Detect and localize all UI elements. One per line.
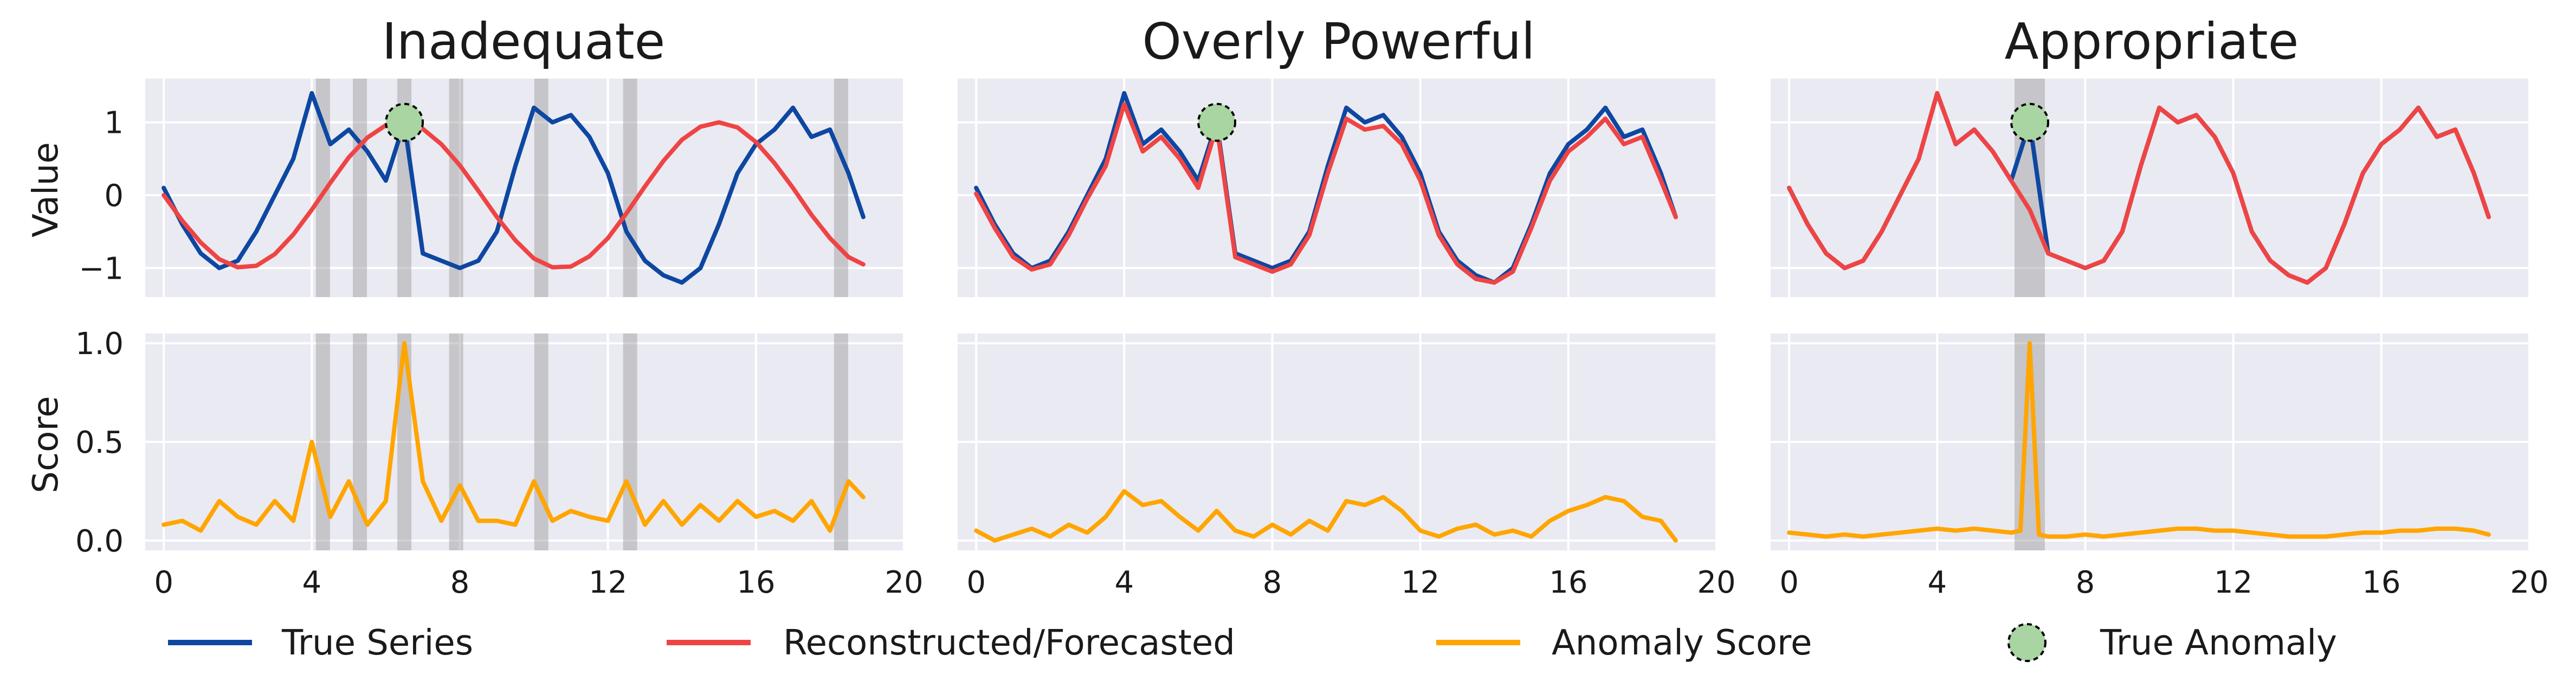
legend-true-anomaly-label: True Anomaly: [2100, 623, 2337, 663]
anomaly-window-shade: [534, 333, 548, 550]
true-anomaly-marker: [385, 102, 424, 142]
x-tick-label: 4: [302, 565, 321, 600]
panel-1-bottom: 0 4 8 12 16 20: [958, 333, 1736, 600]
y-tick-label: 0: [104, 178, 124, 214]
y-tick-label: 0.0: [75, 524, 124, 559]
anomaly-window-shade: [353, 79, 367, 297]
anomaly-score-line: [162, 341, 866, 533]
panel-2-top: [1771, 79, 2530, 297]
y-tick-label: 1.0: [75, 326, 124, 362]
anomaly-window-shade: [449, 333, 463, 550]
anomaly-window-shade: [449, 79, 463, 297]
panel-title-inadequate: Inadequate: [382, 12, 666, 70]
panel-1-top: [958, 79, 1718, 297]
x-tick-label: 8: [2076, 565, 2095, 600]
x-tick-label: 4: [1114, 565, 1134, 600]
x-tick-label: 16: [1549, 565, 1587, 600]
reconstructed-line: [974, 102, 1678, 285]
panel-background: [1771, 79, 2529, 297]
ylabel-score: Score: [26, 396, 66, 493]
x-tick-label: 16: [2362, 565, 2400, 600]
y-tick-label: −1: [79, 251, 124, 286]
legend-true-series-label: True Series: [281, 623, 473, 663]
panel-title-appropriate: Appropriate: [2005, 12, 2299, 70]
axes-layer: −1 0 1 0.0 0.5 1.0 0 4 8 12 16 20 0 4 8 12 16 20 0 4 8 12 16 20: [75, 79, 2549, 600]
x-tick-label: 16: [737, 565, 775, 600]
anomaly-window-shade: [834, 79, 848, 297]
true-anomaly-marker: [1197, 102, 1237, 142]
reconstructed-line: [162, 120, 866, 269]
anomaly-score-line: [1787, 341, 2491, 539]
true-series-line: [974, 91, 1678, 285]
panel-background: [145, 79, 904, 297]
legend: True Series Reconstructed/Forecasted Ano…: [168, 623, 2337, 663]
x-tick-label: 4: [1927, 565, 1947, 600]
panel-2-bottom: 0 4 8 12 16 20: [1771, 333, 2549, 600]
panel-0-top: −1 0 1: [79, 79, 905, 297]
anomaly-window-shade: [623, 333, 637, 550]
x-tick-label: 20: [885, 565, 923, 600]
x-tick-label: 12: [589, 565, 627, 600]
true-series-line: [162, 91, 866, 285]
legend-score-label: Anomaly Score: [1552, 623, 1812, 663]
x-tick-label: 8: [450, 565, 470, 600]
x-tick-label: 0: [1779, 565, 1799, 600]
x-tick-label: 8: [1263, 565, 1282, 600]
x-tick-label: 12: [1401, 565, 1439, 600]
y-tick-label: 0.5: [75, 425, 124, 460]
x-tick-label: 12: [2214, 565, 2252, 600]
panel-background: [958, 79, 1716, 297]
y-tick-label: 1: [104, 106, 124, 141]
legend-true-anomaly-swatch: [2007, 623, 2046, 662]
panel-0-bottom: 0.0 0.5 1.0 0 4 8 12 16 20: [75, 326, 924, 600]
x-tick-label: 0: [154, 565, 173, 600]
x-tick-label: 20: [1697, 565, 1735, 600]
true-anomaly-marker: [2010, 102, 2050, 142]
reconstructed-line: [1787, 91, 2491, 285]
legend-reconstructed-label: Reconstructed/Forecasted: [783, 623, 1235, 663]
anomaly-window-shade: [623, 79, 637, 297]
anomaly-window-shade: [315, 333, 330, 550]
panel-title-overly-powerful: Overly Powerful: [1142, 12, 1535, 70]
anomaly-score-line: [974, 489, 1678, 543]
ylabel-value: Value: [26, 142, 66, 237]
x-tick-label: 0: [966, 565, 986, 600]
x-tick-label: 20: [2510, 565, 2548, 600]
